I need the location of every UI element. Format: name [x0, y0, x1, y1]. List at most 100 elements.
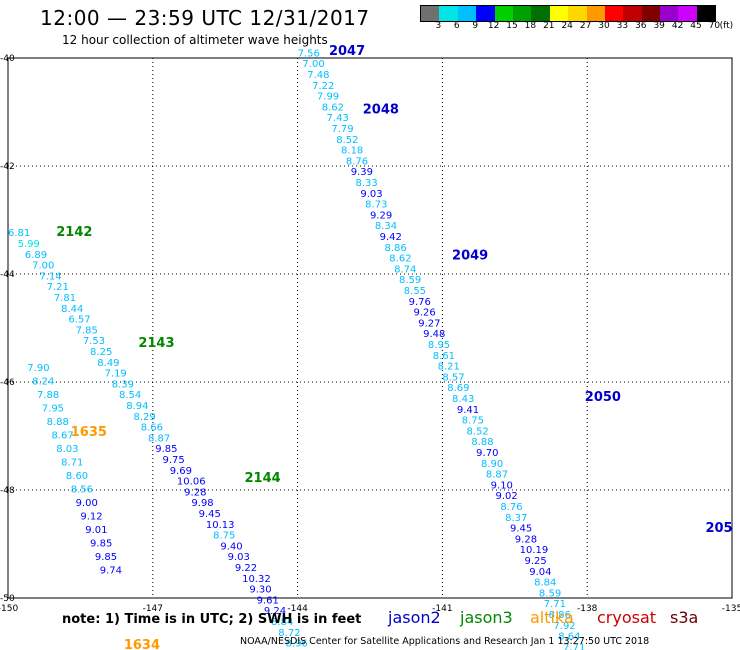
swh-value-label: 8.55 — [404, 286, 426, 297]
swh-value-label: 9.98 — [191, 498, 213, 509]
swh-value-label: 7.21 — [47, 282, 69, 293]
swh-value-label: 8.52 — [336, 135, 358, 146]
lon-tick-label: -138 — [577, 604, 598, 614]
swh-value-label: 8.25 — [90, 347, 112, 358]
swh-value-label: 9.02 — [495, 491, 517, 502]
swh-value-label: 9.03 — [360, 189, 382, 200]
satellite-legend-jason2: jason2 — [388, 608, 441, 627]
lon-tick-label: -141 — [432, 604, 452, 614]
satellite-legend-cryosat: cryosat — [597, 608, 657, 627]
lat-tick-label: -50 — [0, 594, 15, 604]
color-swatch — [457, 6, 477, 21]
swh-value-label: 8.24 — [32, 377, 54, 388]
swh-value-label: 6.89 — [25, 250, 47, 261]
color-scale-label: 27 — [579, 21, 592, 31]
swh-value-label: 9.85 — [90, 539, 112, 550]
color-swatch — [660, 6, 679, 21]
swh-value-label: 8.69 — [447, 383, 469, 394]
swh-value-label: 6.57 — [68, 315, 90, 326]
swh-value-label: 7.43 — [327, 113, 349, 124]
page-subtitle: 12 hour collection of altimeter wave hei… — [62, 33, 328, 47]
swh-value-label: 9.48 — [423, 329, 445, 340]
swh-value-label: 9.42 — [380, 232, 402, 243]
pass-time-label: 1635 — [71, 425, 107, 440]
swh-value-label: 8.84 — [271, 617, 293, 628]
lat-tick-label: -42 — [0, 162, 15, 172]
color-scale-label: 30 — [598, 21, 610, 31]
swh-value-label: 9.61 — [257, 595, 279, 606]
swh-value-label: 9.70 — [476, 448, 498, 459]
swh-value-label: 8.76 — [346, 156, 368, 167]
swh-value-label: 8.49 — [97, 358, 119, 369]
pass-time-label: 2048 — [363, 103, 399, 118]
swh-value-label: 7.71 — [544, 599, 566, 610]
color-scale-label: 70 — [708, 21, 721, 31]
color-scale-label: 24 — [561, 21, 573, 31]
swh-value-label: 8.61 — [433, 351, 455, 362]
lon-tick-label: -147 — [143, 604, 163, 614]
pass-time-label: 2144 — [245, 471, 281, 486]
swh-value-label: 8.62 — [322, 102, 344, 113]
swh-value-label: 7.48 — [307, 70, 329, 81]
swh-value-label: 7.56 — [298, 48, 320, 59]
color-swatch — [421, 6, 440, 21]
swh-value-label: 9.76 — [409, 297, 431, 308]
pass-time-label: 2050 — [585, 390, 621, 405]
swh-value-label: 9.25 — [524, 556, 546, 567]
swh-value-label: 10.13 — [206, 520, 235, 531]
color-swatch — [568, 6, 587, 21]
swh-value-label: 9.74 — [100, 566, 122, 577]
satellite-legend-jason3: jason3 — [460, 608, 513, 627]
swh-value-label: 8.64 — [558, 632, 580, 643]
swh-value-label: 9.40 — [220, 541, 242, 552]
lon-tick-label: -144 — [287, 604, 308, 614]
swh-value-label: 9.10 — [491, 480, 513, 491]
color-swatch — [604, 6, 624, 21]
swh-value-label: 8.71 — [61, 458, 83, 469]
color-swatch — [696, 6, 716, 21]
swh-value-label: 9.45 — [199, 509, 221, 520]
swh-value-label: 9.01 — [85, 525, 107, 536]
swh-value-label: 8.95 — [428, 340, 450, 351]
pass-time-label: 2142 — [56, 225, 92, 240]
plot-frame — [7, 57, 733, 599]
credit-line: NOAA/NESDIS Center for Satellite Applica… — [240, 636, 650, 647]
swh-value-label: 9.41 — [457, 405, 479, 416]
swh-value-label: 7.90 — [27, 363, 49, 374]
swh-value-label: 9.69 — [170, 466, 192, 477]
swh-value-label: 8.21 — [438, 362, 460, 373]
color-swatch — [678, 6, 697, 21]
swh-value-label: 8.88 — [47, 417, 69, 428]
lat-tick-label: -46 — [0, 378, 15, 388]
swh-value-label: 8.52 — [467, 426, 489, 437]
lat-tick-label: -48 — [0, 486, 15, 496]
swh-value-label: 5.99 — [18, 239, 40, 250]
swh-value-label: 8.59 — [539, 588, 561, 599]
swh-value-label: 9.12 — [80, 512, 102, 523]
swh-value-label: 7.19 — [105, 369, 127, 380]
swh-value-label: 8.72 — [278, 628, 300, 639]
swh-value-label: 7.14 — [39, 271, 61, 282]
color-scale-label: 12 — [487, 21, 500, 31]
swh-value-label: 9.00 — [76, 498, 98, 509]
swh-value-label: 7.95 — [42, 404, 64, 415]
swh-value-label: 6.81 — [8, 228, 30, 239]
color-scale-label: 15 — [506, 21, 518, 31]
swh-value-label: 8.75 — [213, 531, 235, 542]
swh-value-label: 8.37 — [505, 513, 527, 524]
swh-value-label: 9.45 — [510, 524, 532, 535]
swh-value-label: 8.86 — [384, 243, 406, 254]
swh-value-label: 7.81 — [54, 293, 76, 304]
color-swatch — [623, 6, 642, 21]
lon-tick-label: -150 — [0, 604, 18, 614]
swh-value-label: 9.04 — [529, 567, 551, 578]
swh-value-label: 10.32 — [242, 574, 271, 585]
swh-value-label: 8.33 — [356, 178, 378, 189]
swh-value-label: 8.60 — [66, 471, 88, 482]
color-swatch — [531, 6, 550, 21]
swh-value-label: 8.73 — [365, 200, 387, 211]
swh-value-label: 9.28 — [515, 534, 537, 545]
swh-value-label: 9.30 — [249, 585, 271, 596]
swh-value-label: 9.29 — [370, 210, 392, 221]
